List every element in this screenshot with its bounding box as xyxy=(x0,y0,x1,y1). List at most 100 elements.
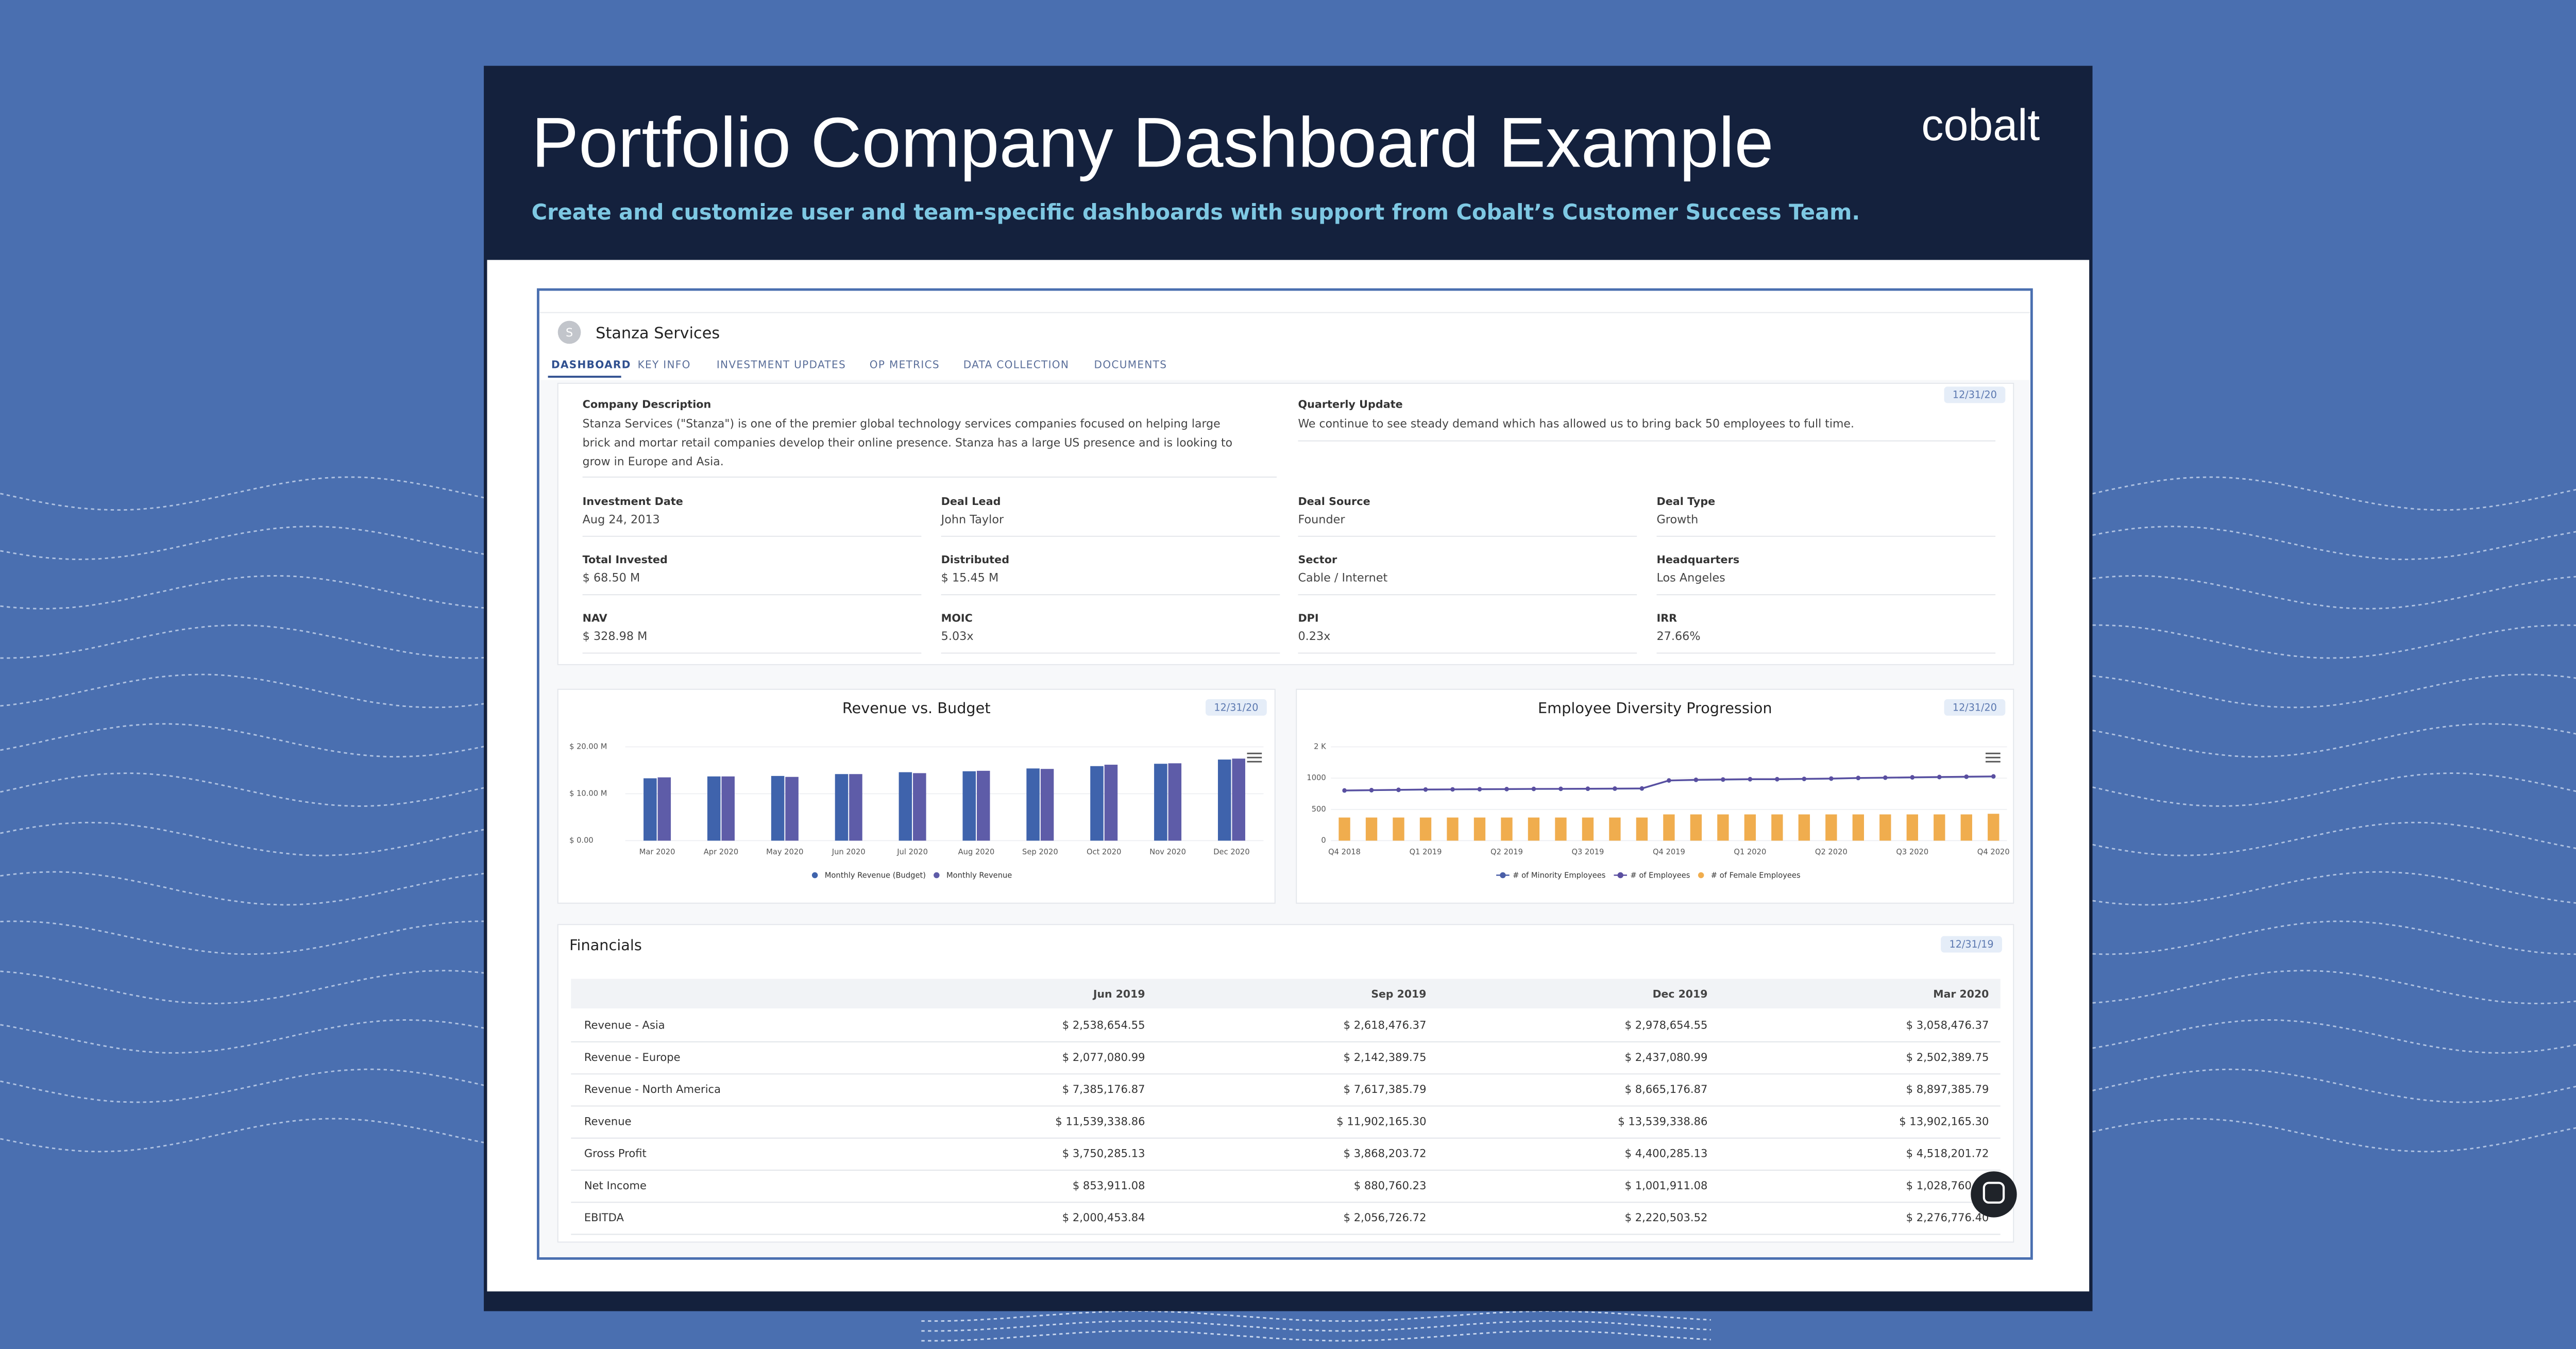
wave xyxy=(2092,871,2576,906)
bar xyxy=(771,775,785,841)
wave xyxy=(0,821,484,856)
x-tick-label: Q2 2019 xyxy=(1490,848,1523,856)
x-tick-label: Mar 2020 xyxy=(639,848,675,856)
point xyxy=(1531,786,1536,791)
point xyxy=(1639,786,1645,791)
field-value: 5.03x xyxy=(941,630,974,643)
y-tick-label: 0 xyxy=(1321,836,1326,845)
y-tick-label: $ 0.00 xyxy=(569,836,594,845)
x-tick-label: Q4 2020 xyxy=(1977,848,2010,856)
bar xyxy=(1217,760,1231,841)
table-cell: $ 11,902,165.30 xyxy=(1336,1115,1426,1127)
y-tick-label: 500 xyxy=(1312,805,1326,814)
avatar-letter: S xyxy=(566,326,573,340)
field-value: 27.66% xyxy=(1656,630,1700,643)
point xyxy=(1342,788,1347,792)
tab[interactable]: INVESTMENT UPDATES xyxy=(717,358,846,370)
field-label: Total Invested xyxy=(583,553,668,566)
date-badge xyxy=(1944,386,2006,403)
bar xyxy=(1501,817,1513,841)
subtitle: Create and customize user and team-speci… xyxy=(532,199,1860,225)
bar xyxy=(1026,768,1040,841)
bar xyxy=(1419,817,1432,841)
bar xyxy=(1528,817,1540,841)
table-cell: $ 2,220,503.52 xyxy=(1625,1211,1708,1224)
date-badge-text: 12/31/20 xyxy=(1953,389,1997,401)
date-badge-text: 12/31/20 xyxy=(1953,701,1997,713)
quarterly-text: We continue to see steady demand which h… xyxy=(1298,418,1854,431)
wave xyxy=(0,526,484,560)
chat-icon xyxy=(1982,1182,2005,1204)
bar xyxy=(913,773,926,841)
x-tick-label: May 2020 xyxy=(766,848,803,856)
wave-decor xyxy=(0,476,2576,1342)
point xyxy=(1910,775,1914,780)
tab[interactable]: DASHBOARD xyxy=(551,358,631,370)
wave xyxy=(921,1330,1711,1342)
legend-label[interactable]: Monthly Revenue xyxy=(946,871,1012,880)
x-tick-label: Apr 2020 xyxy=(704,848,738,856)
wave xyxy=(2092,1068,2576,1103)
wave xyxy=(2092,526,2576,560)
title: Portfolio Company Dashboard Example xyxy=(532,104,1774,182)
wave xyxy=(0,624,484,659)
wave xyxy=(0,476,484,511)
legend-label[interactable]: # of Minority Employees xyxy=(1513,871,1605,880)
tab[interactable]: OP METRICS xyxy=(870,358,940,370)
point xyxy=(1802,777,1807,781)
table-cell: Revenue - Asia xyxy=(584,1019,665,1032)
y-tick-label: 2 K xyxy=(1314,742,1326,751)
table-header-row xyxy=(571,979,2001,1009)
bar xyxy=(1365,817,1378,841)
legend-label[interactable]: Monthly Revenue (Budget) xyxy=(825,871,926,880)
point xyxy=(1613,786,1617,791)
field-value: Founder xyxy=(1298,513,1345,526)
bar xyxy=(1609,817,1621,841)
tab[interactable]: DOCUMENTS xyxy=(1094,358,1167,370)
table-cell: Revenue - Europe xyxy=(584,1051,681,1064)
bar xyxy=(1040,769,1054,841)
field-label: Investment Date xyxy=(583,495,683,508)
chat-button[interactable] xyxy=(1971,1171,2017,1218)
x-tick-label: Sep 2020 xyxy=(1022,848,1058,856)
y-tick-label: 1000 xyxy=(1307,773,1326,782)
point xyxy=(1477,787,1482,791)
x-tick-label: Aug 2020 xyxy=(958,848,995,856)
field-value: Cable / Internet xyxy=(1298,571,1387,585)
field-value: Los Angeles xyxy=(1656,571,1725,585)
wave xyxy=(0,1068,484,1103)
x-tick-label: Jun 2020 xyxy=(832,848,866,856)
point xyxy=(1721,777,1725,782)
point xyxy=(1369,788,1374,792)
tab[interactable]: KEY INFO xyxy=(638,358,691,370)
x-tick-label: Nov 2020 xyxy=(1149,848,1186,856)
field-value: $ 328.98 M xyxy=(583,630,648,643)
point xyxy=(1396,787,1401,792)
tab[interactable]: DATA COLLECTION xyxy=(963,358,1069,370)
content: Company Description Stanza Services ("Sta… xyxy=(557,382,2014,1243)
point xyxy=(1937,774,1942,779)
table-cell: $ 2,538,654.55 xyxy=(1062,1019,1145,1032)
table-cell: $ 2,056,726.72 xyxy=(1344,1211,1427,1224)
table-cell: $ 3,750,285.13 xyxy=(1062,1147,1145,1160)
bar xyxy=(1744,814,1756,841)
field-value: 0.23x xyxy=(1298,630,1330,643)
legend-label[interactable]: # of Employees xyxy=(1630,871,1690,880)
card xyxy=(557,382,2014,665)
table-cell: $ 2,077,080.99 xyxy=(1062,1051,1145,1064)
x-tick-label: Q3 2020 xyxy=(1896,848,1928,856)
point xyxy=(1883,775,1888,780)
legend-label[interactable]: # of Female Employees xyxy=(1711,871,1801,880)
bar xyxy=(962,771,976,841)
bar xyxy=(1168,763,1182,841)
bar xyxy=(835,774,849,841)
point xyxy=(1856,775,1860,780)
table-cell: Net Income xyxy=(584,1179,647,1192)
point xyxy=(1991,774,1996,779)
table-cell: Revenue - North America xyxy=(584,1083,721,1095)
avatar xyxy=(557,321,581,344)
wave xyxy=(2092,970,2576,1004)
bar xyxy=(1154,764,1167,841)
wave xyxy=(2092,476,2576,511)
field-label: Sector xyxy=(1298,553,1337,566)
